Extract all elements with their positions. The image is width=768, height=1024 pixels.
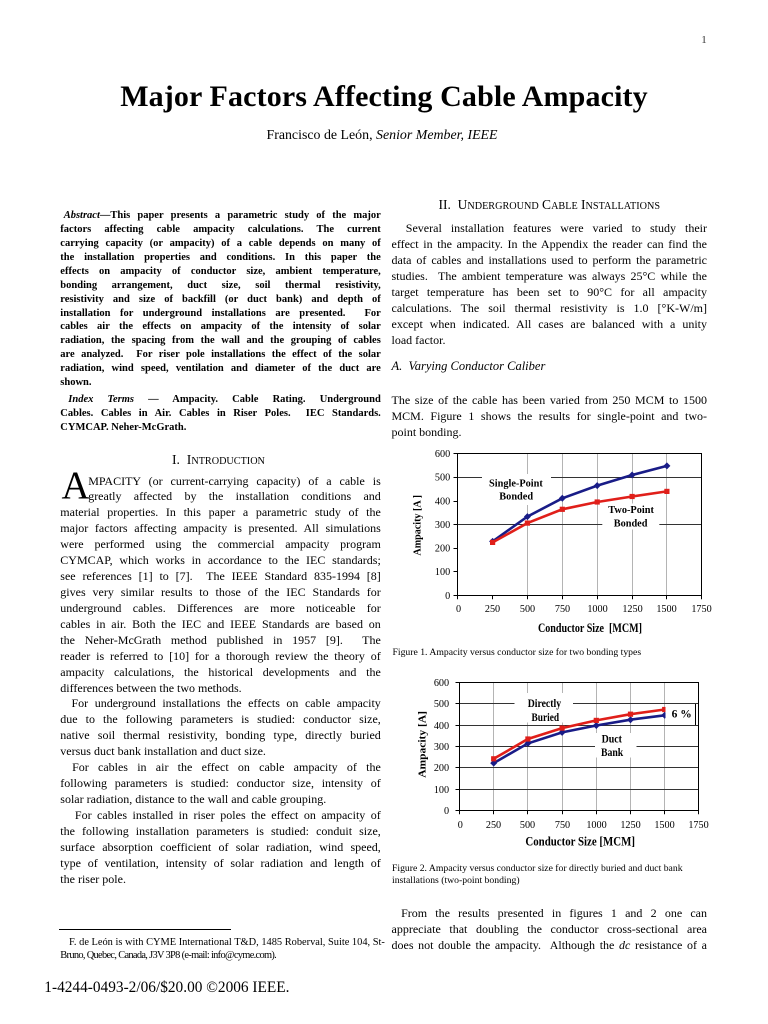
svg-text:300: 300 — [434, 742, 449, 753]
svg-text:Bonded: Bonded — [614, 518, 648, 529]
svg-text:1500: 1500 — [656, 604, 676, 615]
svg-text:250: 250 — [486, 820, 501, 831]
svg-text:750: 750 — [555, 820, 570, 831]
svg-text:0: 0 — [458, 820, 463, 831]
svg-text:400: 400 — [434, 721, 449, 732]
svg-text:Ampacity [A]: Ampacity [A] — [418, 711, 429, 778]
svg-text:Single-Point: Single-Point — [489, 479, 543, 490]
svg-text:500: 500 — [520, 604, 535, 615]
svg-text:Two-Point: Two-Point — [608, 505, 654, 516]
svg-text:Conductor Size [MCM]: Conductor Size [MCM] — [525, 835, 635, 849]
svg-text:250: 250 — [485, 604, 500, 615]
svg-text:1000: 1000 — [586, 820, 606, 831]
svg-text:300: 300 — [435, 520, 450, 531]
svg-text:200: 200 — [435, 544, 450, 555]
svg-text:Bonded: Bonded — [499, 491, 533, 502]
svg-text:500: 500 — [435, 473, 450, 484]
svg-text:0: 0 — [444, 806, 449, 817]
svg-text:750: 750 — [555, 604, 570, 615]
svg-text:500: 500 — [434, 699, 449, 710]
svg-text:400: 400 — [435, 496, 450, 507]
svg-text:1750: 1750 — [688, 820, 708, 831]
svg-text:0: 0 — [445, 591, 450, 602]
svg-text:0: 0 — [456, 604, 461, 615]
svg-text:Conductor Size [MCM]: Conductor Size [MCM] — [538, 621, 642, 635]
svg-text:100: 100 — [435, 567, 450, 578]
svg-text:Directly: Directly — [528, 698, 562, 710]
svg-text:1250: 1250 — [620, 820, 640, 831]
svg-text:500: 500 — [520, 820, 535, 831]
svg-text:1250: 1250 — [622, 604, 642, 615]
svg-text:1500: 1500 — [654, 820, 674, 831]
svg-text:6 %: 6 % — [672, 709, 692, 721]
svg-text:600: 600 — [434, 678, 449, 689]
svg-text:Duct: Duct — [602, 734, 623, 746]
svg-text:Bank: Bank — [601, 747, 624, 759]
svg-text:Buried: Buried — [532, 712, 560, 724]
svg-text:1750: 1750 — [691, 604, 711, 615]
svg-text:100: 100 — [434, 785, 449, 796]
svg-text:200: 200 — [434, 763, 449, 774]
svg-text:1000: 1000 — [587, 604, 607, 615]
svg-text:Ampacity [A ]: Ampacity [A ] — [412, 495, 423, 556]
svg-text:600: 600 — [435, 449, 450, 460]
